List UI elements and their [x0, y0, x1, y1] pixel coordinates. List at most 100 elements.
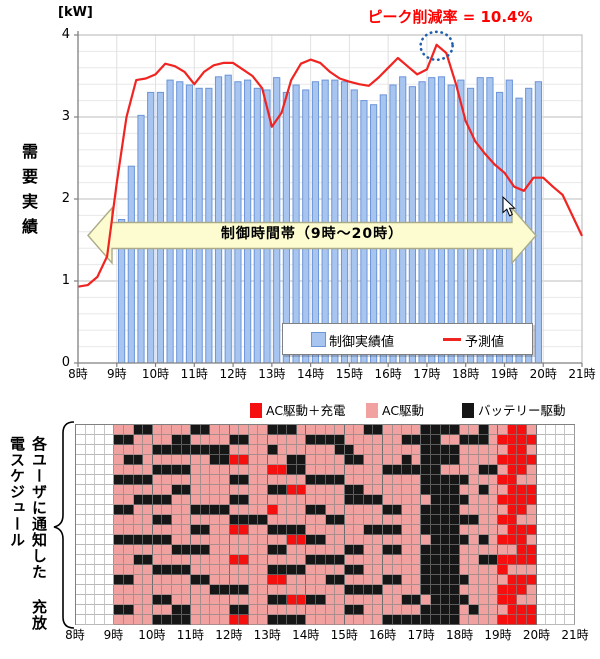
- schedule-cell-battery: [450, 595, 460, 605]
- schedule-cell-ac: [507, 565, 518, 575]
- schedule-cell-battery: [421, 545, 432, 555]
- schedule-cell-battery: [152, 535, 163, 545]
- schedule-cell-ac: [287, 545, 297, 555]
- schedule-cell-ac: [459, 445, 470, 455]
- schedule-cell-ac: [383, 595, 393, 605]
- schedule-cell-blank: [555, 545, 566, 555]
- demand-bar: [428, 77, 436, 364]
- schedule-cell-battery: [200, 445, 211, 455]
- schedule-cell-battery: [315, 535, 326, 545]
- schedule-cell-ac: [210, 535, 220, 545]
- schedule-cell-blank: [76, 525, 86, 535]
- schedule-cell-battery: [450, 605, 460, 615]
- schedule-cell-blank: [555, 595, 566, 605]
- schedule-cell-blank: [565, 485, 575, 495]
- schedule-cell-blank: [536, 435, 547, 445]
- schedule-cell-ac: [411, 585, 422, 595]
- schedule-cell-ac: [383, 535, 393, 545]
- schedule-cell-battery: [421, 605, 432, 615]
- schedule-cell-ac: [267, 555, 278, 565]
- schedule-cell-battery: [267, 545, 278, 555]
- demand-bar: [127, 165, 135, 364]
- schedule-cell-ac: [258, 495, 268, 505]
- schedule-cell-blank: [546, 565, 556, 575]
- schedule-cell-ac: [479, 585, 489, 595]
- schedule-cell-battery: [123, 535, 134, 545]
- demand-bar: [214, 76, 223, 364]
- schedule-cell-battery: [431, 465, 441, 475]
- schedule-cell-ac: [114, 585, 124, 595]
- schedule-cell-battery: [181, 565, 192, 575]
- schedule-cell-ac-charge: [507, 505, 518, 515]
- schedule-cell-battery: [440, 505, 451, 515]
- schedule-cell-battery: [354, 545, 364, 555]
- schedule-cell-battery: [383, 575, 393, 585]
- schedule-cell-battery: [459, 595, 470, 605]
- schedule-cell-ac-charge: [527, 525, 537, 535]
- schedule-cell-ac: [383, 585, 393, 595]
- schedule-cell-battery: [315, 595, 326, 605]
- schedule-cell-battery: [306, 535, 316, 545]
- schedule-cell-ac: [171, 525, 182, 535]
- schedule-cell-ac-charge: [498, 435, 508, 445]
- schedule-cell-ac: [123, 585, 134, 595]
- schedule-cell-ac: [315, 445, 326, 455]
- schedule-cell-ac: [363, 555, 374, 565]
- schedule-cell-ac: [527, 425, 537, 435]
- schedule-cell-ac: [363, 505, 374, 515]
- schedule-cell-battery: [143, 495, 153, 505]
- schedule-cell-ac: [296, 505, 307, 515]
- schedule-cell-blank: [536, 465, 547, 475]
- schedule-cell-blank: [555, 485, 566, 495]
- schedule-cell-ac: [162, 555, 172, 565]
- schedule-cell-ac: [258, 545, 268, 555]
- schedule-cell-ac-charge: [507, 535, 518, 545]
- schedule-cell-ac: [498, 505, 508, 515]
- schedule-cell-ac: [469, 555, 480, 565]
- schedule-cell-ac: [181, 555, 192, 565]
- schedule-cell-blank: [565, 585, 575, 595]
- x-tick-label: 10時: [141, 367, 170, 381]
- bar-series-label: 制御実績値: [329, 335, 395, 350]
- schedule-cell-ac: [363, 595, 374, 605]
- schedule-cell-battery: [229, 435, 240, 445]
- legend-label-ac-charge: AC駆動＋充電: [266, 403, 346, 418]
- schedule-cell-ac: [363, 515, 374, 525]
- schedule-cell-battery: [373, 495, 384, 505]
- schedule-cell-blank: [95, 605, 105, 615]
- schedule-cell-blank: [104, 485, 115, 495]
- schedule-cell-ac: [258, 435, 268, 445]
- schedule-cell-blank: [85, 485, 96, 495]
- schedule-cell-ac-charge: [287, 535, 297, 545]
- schedule-cell-ac: [191, 595, 201, 605]
- schedule-cell-ac-charge: [229, 615, 240, 625]
- schedule-cell-ac: [219, 605, 230, 615]
- schedule-cell-ac-charge: [507, 525, 518, 535]
- schedule-cell-ac: [210, 515, 220, 525]
- schedule-cell-battery: [162, 445, 172, 455]
- schedule-cell-battery: [239, 495, 249, 505]
- schedule-cell-battery: [306, 595, 316, 605]
- schedule-cell-blank: [536, 555, 547, 565]
- schedule-cell-battery: [440, 585, 451, 595]
- schedule-cell-battery: [411, 595, 422, 605]
- schedule-cell-blank: [104, 615, 115, 625]
- schedule-cell-ac: [411, 495, 422, 505]
- schedule-cell-ac: [479, 445, 489, 455]
- schedule-cell-ac: [517, 595, 528, 605]
- schedule-cell-ac: [527, 565, 537, 575]
- schedule-cell-ac: [248, 535, 259, 545]
- schedule-cell-ac: [383, 445, 393, 455]
- schedule-cell-ac-charge: [517, 465, 528, 475]
- schedule-cell-ac: [315, 615, 326, 625]
- schedule-cell-ac: [267, 495, 278, 505]
- forecast-line: [77, 43, 583, 288]
- schedule-cell-ac: [248, 545, 259, 555]
- schedule-cell-blank: [536, 425, 547, 435]
- schedule-cell-ac-charge: [229, 555, 240, 565]
- schedule-cell-ac: [219, 575, 230, 585]
- schedule-cell-battery: [306, 435, 316, 445]
- schedule-cell-ac-charge: [239, 455, 249, 465]
- schedule-cell-ac: [191, 465, 201, 475]
- schedule-cell-blank: [555, 575, 566, 585]
